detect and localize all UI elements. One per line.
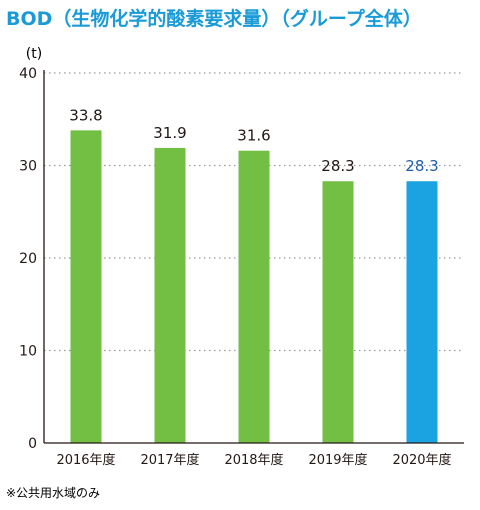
bar-2019年度 bbox=[322, 181, 354, 443]
data-label: 28.3 bbox=[405, 157, 438, 175]
bar-2018年度 bbox=[238, 150, 270, 443]
y-axis-ticks: 0 10 20 30 40 bbox=[19, 66, 37, 452]
category-label: 2018年度 bbox=[224, 452, 283, 468]
chart-title: BOD（生物化学的酸素要求量）（グループ全体） bbox=[6, 7, 422, 30]
data-label: 33.8 bbox=[69, 106, 102, 124]
y-tick-label: 0 bbox=[28, 436, 37, 452]
data-label: 28.3 bbox=[321, 157, 354, 175]
category-label: 2016年度 bbox=[56, 452, 115, 468]
bar-2016年度 bbox=[70, 130, 102, 443]
bar-2020年度 bbox=[406, 181, 438, 443]
y-tick-label: 10 bbox=[19, 344, 37, 360]
x-axis-categories: 2016年度 2017年度 2018年度 2019年度 2020年度 bbox=[56, 452, 451, 468]
category-label: 2019年度 bbox=[308, 452, 367, 468]
footnote: ※公共用水域のみ bbox=[6, 486, 100, 500]
bar-2017年度 bbox=[154, 147, 186, 444]
data-label: 31.9 bbox=[153, 124, 186, 142]
bars bbox=[70, 130, 438, 444]
y-axis-unit: (t) bbox=[26, 46, 42, 62]
data-labels: 33.8 31.9 31.6 28.3 28.3 bbox=[69, 106, 438, 175]
category-label: 2017年度 bbox=[140, 452, 199, 468]
data-label: 31.6 bbox=[237, 127, 270, 145]
y-tick-label: 20 bbox=[19, 251, 37, 267]
y-tick-label: 40 bbox=[19, 66, 37, 82]
y-tick-label: 30 bbox=[19, 159, 37, 175]
category-label: 2020年度 bbox=[392, 452, 451, 468]
